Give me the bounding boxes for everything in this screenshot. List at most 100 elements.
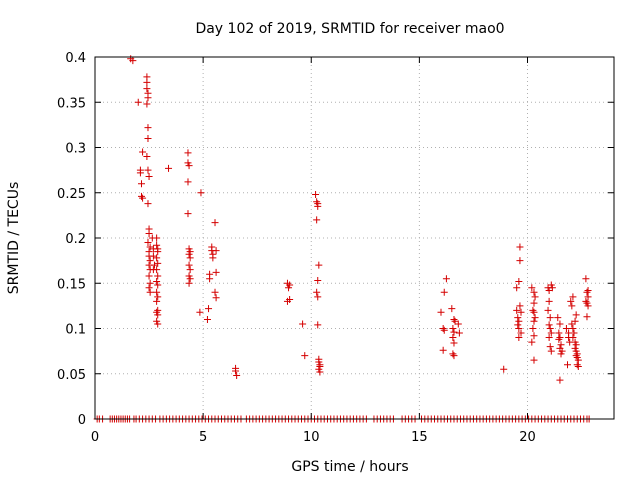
data-point bbox=[286, 296, 294, 304]
data-point bbox=[146, 257, 154, 265]
data-point bbox=[556, 376, 564, 384]
data-point bbox=[513, 284, 521, 292]
data-point bbox=[516, 302, 524, 310]
data-point bbox=[211, 219, 219, 227]
data-point bbox=[144, 94, 152, 102]
data-point bbox=[299, 320, 307, 328]
data-point bbox=[514, 314, 522, 322]
data-point bbox=[515, 334, 523, 342]
data-point bbox=[555, 335, 563, 343]
data-point bbox=[529, 306, 537, 314]
data-point bbox=[531, 314, 539, 322]
data-point bbox=[184, 149, 192, 157]
data-point bbox=[286, 281, 294, 289]
data-point bbox=[145, 272, 153, 280]
data-point bbox=[544, 306, 552, 314]
data-point bbox=[572, 341, 580, 349]
data-point bbox=[449, 334, 457, 342]
data-point bbox=[569, 293, 577, 301]
data-point bbox=[316, 368, 324, 376]
data-point bbox=[154, 281, 162, 289]
data-point bbox=[515, 325, 523, 332]
data-point bbox=[186, 275, 194, 283]
data-point bbox=[545, 321, 553, 329]
data-point bbox=[574, 356, 582, 364]
data-point bbox=[143, 78, 151, 86]
data-point bbox=[528, 338, 536, 346]
y-tick-label: 0.35 bbox=[57, 96, 86, 111]
x-axis-label: GPS time / hours bbox=[291, 459, 408, 475]
data-point bbox=[144, 124, 152, 132]
chart-title: Day 102 of 2019, SRMTID for receiver mao… bbox=[195, 21, 504, 37]
y-tick-label: 0.25 bbox=[57, 187, 86, 202]
data-point bbox=[517, 329, 525, 337]
data-point bbox=[209, 254, 217, 262]
data-point bbox=[314, 277, 322, 285]
data-point bbox=[530, 356, 538, 364]
data-point bbox=[531, 293, 539, 301]
data-point bbox=[313, 216, 321, 224]
data-point bbox=[516, 243, 524, 251]
data-point bbox=[134, 98, 142, 106]
data-point bbox=[139, 194, 147, 202]
data-point bbox=[450, 352, 458, 360]
data-point bbox=[500, 365, 508, 373]
data-point bbox=[516, 257, 524, 265]
data-point bbox=[154, 272, 162, 280]
data-point bbox=[185, 279, 193, 287]
data-point bbox=[584, 302, 592, 310]
data-point bbox=[143, 153, 151, 161]
data-point bbox=[584, 286, 592, 294]
data-point bbox=[528, 284, 536, 292]
data-point bbox=[143, 100, 151, 108]
data-point bbox=[583, 313, 591, 321]
y-tick-label: 0.4 bbox=[65, 51, 86, 66]
data-point bbox=[146, 288, 154, 296]
data-point bbox=[212, 268, 220, 276]
data-point bbox=[184, 178, 192, 186]
data-point bbox=[545, 297, 553, 305]
data-point bbox=[440, 326, 448, 334]
data-point bbox=[186, 266, 194, 274]
data-point bbox=[450, 339, 458, 347]
data-point bbox=[154, 293, 162, 301]
data-point bbox=[517, 308, 525, 316]
data-point bbox=[530, 308, 538, 316]
data-point bbox=[454, 320, 462, 328]
data-point bbox=[514, 321, 522, 329]
data-point bbox=[567, 297, 575, 305]
data-point bbox=[144, 134, 152, 142]
data-point bbox=[583, 288, 591, 296]
y-tick-label: 0.15 bbox=[57, 277, 86, 292]
data-point bbox=[569, 334, 577, 342]
data-point bbox=[564, 361, 572, 369]
data-point bbox=[449, 325, 457, 332]
data-point bbox=[313, 288, 321, 296]
data-point bbox=[546, 343, 554, 351]
data-point bbox=[513, 306, 521, 314]
data-point bbox=[185, 250, 193, 258]
data-point bbox=[555, 329, 563, 337]
data-point bbox=[211, 288, 219, 296]
data-point bbox=[440, 288, 448, 296]
x-tick-label: 10 bbox=[303, 430, 320, 445]
data-point bbox=[547, 329, 555, 337]
x-tick-label: 5 bbox=[199, 430, 207, 445]
data-point bbox=[233, 372, 241, 380]
data-point bbox=[145, 284, 153, 292]
data-point bbox=[557, 341, 565, 349]
data-point bbox=[530, 299, 538, 307]
data-point bbox=[139, 148, 147, 156]
data-point bbox=[515, 317, 523, 325]
data-point bbox=[530, 317, 538, 325]
data-point bbox=[205, 305, 213, 313]
y-axis-label: SRMTID / TECUs bbox=[6, 182, 22, 295]
data-point bbox=[569, 325, 577, 332]
y-tick-label: 0.05 bbox=[57, 368, 86, 383]
data-point bbox=[154, 248, 162, 256]
y-tick-label: 0.2 bbox=[65, 232, 86, 247]
data-point bbox=[572, 311, 580, 319]
data-point bbox=[437, 308, 445, 316]
data-point bbox=[153, 234, 161, 242]
